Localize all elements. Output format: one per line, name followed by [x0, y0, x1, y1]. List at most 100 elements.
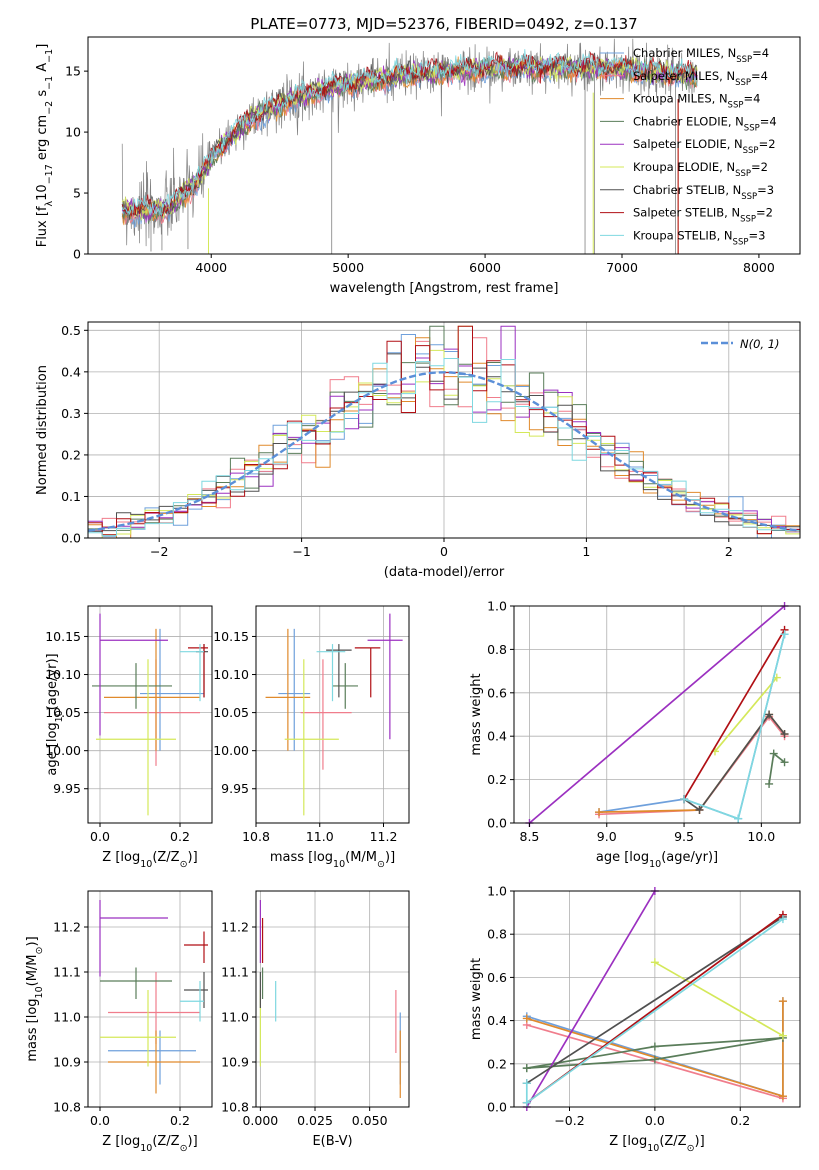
y-axis-label: mass weight: [469, 673, 484, 755]
legend-subscript: SSP: [741, 192, 757, 202]
label-part: age [log: [596, 850, 649, 865]
weight-marker: [780, 758, 789, 767]
label-subscript: −17: [44, 164, 55, 184]
errorbar-point: [278, 628, 311, 751]
y-tick-label: 11.0: [53, 1010, 81, 1025]
label-part: s: [35, 90, 50, 101]
errorbar-point: [99, 613, 168, 736]
y-tick-label: 10.10: [213, 667, 249, 682]
errorbar-point: [354, 647, 381, 698]
y-tick-label: 0.1: [61, 489, 81, 504]
errorbar-point: [180, 644, 204, 702]
legend-text: =2: [759, 137, 776, 151]
label-subscript: ⊙: [687, 1143, 695, 1154]
errorbar-point: [284, 659, 339, 816]
errorbar-point: [100, 967, 172, 999]
weight-line: [683, 713, 786, 812]
x-tick-label: 0.0: [645, 1113, 665, 1128]
legend-text: =3: [748, 228, 765, 242]
y-tick-label: 0: [73, 247, 81, 262]
weight-marker: [595, 808, 604, 817]
plot-area: [88, 891, 212, 1107]
legend-entry: Kroupa ELODIE, NSSP=2: [633, 160, 768, 179]
model-line-chabrier-stelib: [121, 52, 698, 220]
label-part: (Z/Z: [152, 1134, 179, 1149]
y-axis-label: mass [log10(M/M⊙)]: [25, 936, 45, 1061]
legend-subscript: SSP: [743, 146, 759, 156]
x-axis-label: E(B-V): [312, 1134, 352, 1149]
x-tick-label: 7000: [606, 260, 638, 275]
weight-line: [526, 916, 784, 1084]
x-tick-label: 10.8: [242, 829, 270, 844]
label-part: (age/yr)]: [661, 850, 718, 865]
y-tick-label: 11.1: [53, 965, 81, 980]
weight-marker: [769, 749, 778, 758]
label-part: )]: [385, 850, 395, 865]
weight-line: [714, 677, 778, 752]
y-tick-label: 11.0: [221, 1010, 249, 1025]
y-tick-label: 0.8: [487, 927, 507, 942]
axes-frame: [255, 605, 410, 824]
weight-line: [683, 629, 786, 800]
y-tick-label: 0.0: [487, 1100, 507, 1115]
legend-text: Salpeter MILES, N: [633, 69, 735, 83]
label-part: A: [35, 63, 50, 76]
weight-marker: [765, 710, 774, 719]
label-part: (Z/Z: [152, 850, 179, 865]
legend-subscript: SSP: [736, 55, 752, 65]
weight-marker: [778, 997, 787, 1006]
label-subscript: −1: [44, 49, 55, 63]
axes-frame: [87, 605, 213, 824]
x-tick-label: 6000: [469, 260, 501, 275]
label-subscript: −2: [44, 101, 55, 115]
label-subscript: −1: [44, 76, 55, 90]
y-tick-label: 1.0: [487, 599, 507, 614]
histogram-step: [88, 325, 800, 536]
label-subscript: 10: [647, 1143, 659, 1154]
y-tick-label: 0.2: [487, 1056, 507, 1071]
errorbar-point: [188, 644, 208, 698]
label-part: Flux [f: [35, 206, 50, 247]
axes-frame: [87, 321, 801, 539]
model-line-kroupa-miles: [121, 56, 698, 226]
legend-subscript: SSP: [740, 215, 756, 225]
y-tick-label: 10.00: [45, 743, 81, 758]
legend-entry: Salpeter STELIB, NSSP=2: [633, 206, 773, 225]
axes-frame: [513, 890, 801, 1108]
legend-text: Salpeter ELODIE, N: [633, 137, 743, 151]
y-tick-label: 0.0: [61, 531, 81, 546]
x-tick-label: 9.5: [674, 829, 694, 844]
legend-text: =4: [743, 92, 760, 106]
plot-content: [99, 900, 208, 1094]
y-tick-label: 10.15: [213, 629, 249, 644]
legend-text: Chabrier MILES, N: [633, 46, 736, 60]
y-tick-label: 0.3: [61, 406, 81, 421]
weight-marker: [650, 958, 659, 967]
y-tick-label: 0.4: [61, 364, 81, 379]
errorbar-point: [332, 663, 358, 709]
panel-residuals: −2 −1 0 1 2 0.0 0.1 0.2 0.3 0.4 0.5 (data-model)/er…: [35, 321, 801, 580]
y-tick-label: 0.6: [487, 685, 507, 700]
legend-subscript: SSP: [735, 78, 751, 88]
errorbar-point: [92, 663, 172, 709]
y-tick-label: 10.8: [53, 1100, 81, 1115]
axes-frame: [513, 605, 801, 824]
weight-marker: [734, 814, 743, 823]
errorbar-point: [184, 931, 208, 963]
y-tick-label: 10.9: [221, 1055, 249, 1070]
y-tick-label: 0.2: [487, 772, 507, 787]
legend-subscript: SSP: [728, 101, 744, 111]
axes-frame: [87, 890, 213, 1108]
y-tick-label: 0.8: [487, 642, 507, 657]
x-tick-label: 0.2: [170, 1113, 190, 1128]
label-subscript: ⊙: [34, 947, 45, 955]
y-tick-label: 0.6: [487, 970, 507, 985]
weight-marker: [522, 1064, 531, 1073]
legend-entry: Chabrier STELIB, NSSP=3: [633, 183, 774, 202]
plot-content: [87, 325, 801, 539]
legend-text: Chabrier ELODIE, N: [633, 114, 744, 128]
plot-area: [256, 606, 409, 823]
x-tick-label: 0.000: [242, 1113, 278, 1128]
